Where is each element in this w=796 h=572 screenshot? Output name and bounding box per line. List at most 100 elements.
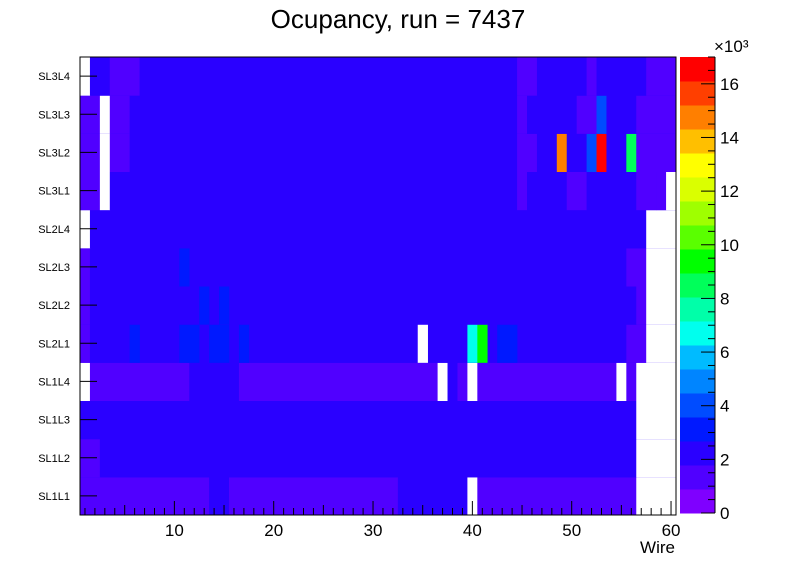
y-tick-label: SL1L1 <box>38 491 70 503</box>
y-tick-label: SL2L3 <box>38 262 70 274</box>
y-tick-label: SL3L2 <box>38 147 70 159</box>
heatmap-cell <box>596 133 607 172</box>
heatmap-cell <box>586 133 597 172</box>
heatmap-cell <box>89 324 637 363</box>
heatmap-cell <box>636 133 677 172</box>
palette-swatch <box>680 177 715 202</box>
heatmap-cell <box>99 95 111 134</box>
heatmap-cell <box>636 362 677 401</box>
z-tick-label: 12 <box>720 182 739 201</box>
heatmap-cell <box>656 171 667 211</box>
heatmap-cell <box>556 133 568 172</box>
heatmap-cell <box>596 95 607 134</box>
heatmap-cell <box>566 171 587 211</box>
heatmap-cell <box>89 209 647 249</box>
heatmap-cell <box>536 133 558 172</box>
heatmap-cell <box>89 247 637 287</box>
heatmap-cell <box>636 400 677 440</box>
heatmap-cell <box>586 171 637 211</box>
heatmap-cell <box>666 171 677 211</box>
palette-swatch <box>680 225 715 250</box>
y-tick-label: SL1L3 <box>38 415 70 427</box>
z-tick-label: 8 <box>720 289 729 308</box>
heatmap-cell <box>536 57 587 96</box>
heatmap-cell <box>179 324 200 363</box>
heatmap-cell <box>467 476 478 516</box>
heatmap-cell <box>179 247 190 287</box>
heatmap-cell <box>477 476 637 516</box>
heatmap-cell <box>457 362 468 401</box>
y-tick-label: SL3L1 <box>38 186 70 198</box>
palette-swatch <box>680 297 715 322</box>
heatmap-cell <box>129 133 518 172</box>
heatmap-cell <box>109 95 130 134</box>
heatmap-cell <box>209 324 230 363</box>
z-tick-label: 14 <box>720 128 739 147</box>
palette-swatch <box>680 441 715 466</box>
heatmap-cell <box>209 476 230 516</box>
palette-swatch <box>680 153 715 178</box>
heatmap-cell <box>566 133 587 172</box>
x-tick-label: 40 <box>463 521 482 540</box>
z-tick-label: 6 <box>720 343 729 362</box>
x-tick-label: 50 <box>562 521 581 540</box>
y-tick-label: SL2L4 <box>38 224 70 236</box>
y-tick-label: SL2L1 <box>38 338 70 350</box>
heatmap-cell <box>606 133 627 172</box>
x-tick-label: 30 <box>364 521 383 540</box>
heatmap-cell <box>129 95 518 134</box>
heatmap-cell <box>636 95 677 134</box>
y-tick-label: SL3L4 <box>38 71 70 83</box>
heatmap-cell <box>437 362 448 401</box>
heatmap-cell <box>80 400 637 440</box>
z-tick-label: 2 <box>720 450 729 469</box>
z-tick-label: 16 <box>720 75 739 94</box>
plot-frame <box>79 56 677 516</box>
y-tick-label: SL1L2 <box>38 453 70 465</box>
x-axis: 10 20 30 40 50 60 <box>84 501 681 540</box>
heatmap-cell <box>517 57 538 96</box>
heatmap-cell <box>626 133 637 172</box>
heatmap-cell <box>517 171 528 211</box>
palette-swatch <box>680 201 715 226</box>
y-tick-label: SL3L3 <box>38 109 70 121</box>
heatmap-cell <box>89 57 111 96</box>
heatmap-cell <box>238 324 250 363</box>
heatmap-cell <box>596 57 647 96</box>
heatmap-cell <box>99 171 111 211</box>
y-tick-label: SL2L2 <box>38 300 70 312</box>
palette-swatch <box>680 489 715 514</box>
heatmap-cell <box>586 57 597 96</box>
heatmap-cell <box>89 286 637 325</box>
palette-swatch <box>680 249 715 274</box>
heatmap-cell <box>139 57 518 96</box>
heatmap-cell <box>99 133 111 172</box>
plot-border <box>79 56 677 516</box>
y-axis: SL1L1 SL1L2 SL1L3 SL1L4 SL2L1 SL2L2 SL2L3 SL2L4… <box>38 71 97 503</box>
heatmap-cell <box>467 324 478 363</box>
chart-title: Ocupancy, run = 7437 <box>271 4 526 34</box>
heatmap-cell <box>417 324 428 363</box>
palette-swatch <box>680 81 715 106</box>
palette-swatch <box>680 105 715 130</box>
palette-swatch <box>680 129 715 154</box>
color-palette: 0 2 4 6 8 10 12 14 16 <box>680 56 739 523</box>
heatmap-cell <box>527 95 577 134</box>
heatmap-cell <box>467 362 478 401</box>
palette-swatch <box>680 465 715 490</box>
heatmap-cell <box>219 286 230 325</box>
heatmap-cell <box>219 362 230 401</box>
heatmap-cell <box>89 362 190 401</box>
x-tick-label: 60 <box>662 521 681 540</box>
heatmap-cell <box>636 438 677 478</box>
palette-swatch <box>680 417 715 442</box>
heatmap-cells <box>80 57 677 516</box>
heatmap-cell <box>527 171 568 211</box>
heatmap-cell <box>636 171 657 211</box>
heatmap-cell <box>646 247 677 287</box>
heatmap-cell <box>238 362 438 401</box>
z-axis-exponent-label: ×10³ <box>714 37 749 56</box>
heatmap-cell <box>646 324 677 363</box>
